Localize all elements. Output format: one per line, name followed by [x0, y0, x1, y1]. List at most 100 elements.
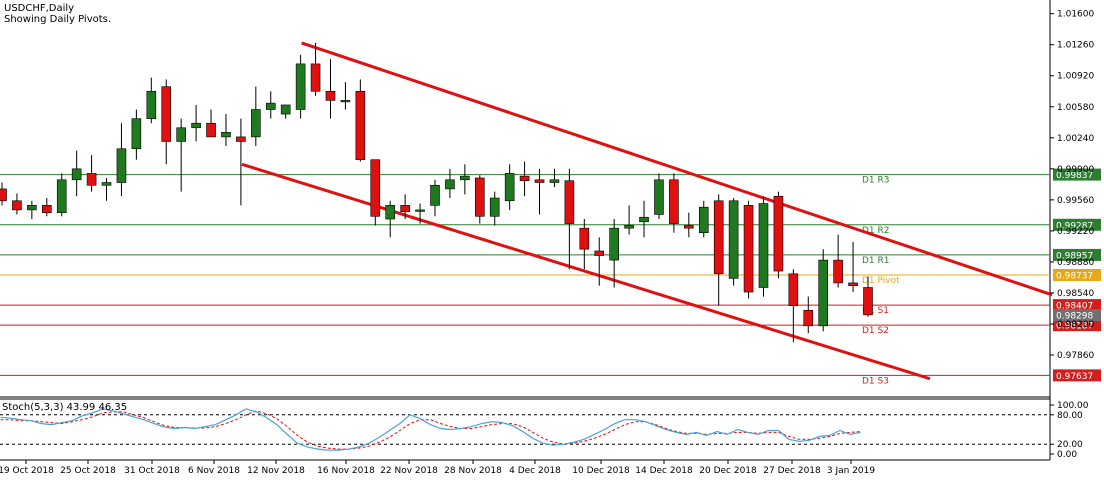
- bull-candle: [624, 225, 634, 229]
- time-tick-label: 27 Dec 2018: [763, 466, 821, 476]
- chart-symbol-title: USDCHF,Daily: [4, 3, 75, 14]
- bear-candle: [12, 200, 22, 211]
- bear-candle: [400, 205, 410, 213]
- pivot-lines: D1 R3 0.99837 D1 R2 0.99287 D1 R1 0.98957 D1 P…: [0, 168, 1101, 386]
- channel-lines: [241, 41, 1053, 381]
- time-tick-label: 14 Dec 2018: [635, 466, 693, 476]
- pivot-line-label: D1 Pivot: [862, 276, 900, 286]
- bear-candle: [534, 179, 545, 183]
- bear-candle: [86, 173, 97, 186]
- chart-pivots-subtitle: Showing Daily Pivots.: [4, 14, 112, 25]
- bull-candle: [340, 100, 351, 103]
- price-axis: 1.01600 1.01260 1.00920 1.00580 1.00240 0.999…: [1050, 10, 1094, 361]
- bull-candle: [146, 90, 157, 119]
- pivot-price-tag: [1053, 319, 1101, 332]
- bull-candle: [818, 259, 829, 327]
- time-tick-label: 12 Nov 2018: [247, 466, 305, 476]
- bull-candle: [265, 102, 276, 110]
- current-price-tag: [1053, 309, 1101, 322]
- bull-candle: [445, 179, 455, 190]
- pivot-line-label: D1 R2: [862, 226, 890, 236]
- bull-candle: [131, 118, 142, 150]
- bull-candle: [295, 63, 306, 110]
- pivot-price-tag: [1053, 268, 1101, 281]
- stoch-tick-label: 0.00: [1057, 450, 1077, 460]
- stoch-main-line: [0, 408, 861, 451]
- bear-candle: [0, 188, 7, 202]
- pivot-line-label: D1 S1: [862, 306, 889, 316]
- bull-candle: [176, 127, 186, 142]
- time-tick-label: 20 Dec 2018: [699, 466, 757, 476]
- stoch-tick-label: 20.00: [1057, 440, 1083, 450]
- bear-candle: [773, 195, 784, 272]
- bull-candle: [101, 182, 112, 186]
- bear-candle: [370, 159, 381, 217]
- bear-candle: [579, 227, 590, 250]
- bull-candle: [609, 227, 619, 261]
- time-axis: 19 Oct 2018 25 Oct 2018 31 Oct 2018 6 Nov 2…: [0, 460, 875, 476]
- price-tick-label: 1.01260: [1057, 41, 1094, 51]
- pivot-price-tag: [1053, 299, 1101, 312]
- bear-candle: [564, 180, 575, 224]
- time-tick-label: 25 Oct 2018: [60, 466, 116, 476]
- pivot-price-tag: [1053, 168, 1101, 181]
- bull-candle: [251, 109, 261, 138]
- bull-candle: [698, 206, 709, 234]
- price-tick-label: 0.98200: [1057, 320, 1094, 330]
- price-tick-label: 0.99560: [1057, 196, 1094, 206]
- bear-candle: [833, 259, 843, 284]
- time-tick-label: 22 Nov 2018: [380, 466, 438, 476]
- bear-candle: [684, 225, 694, 229]
- bear-candle: [310, 63, 321, 92]
- time-tick-label: 31 Oct 2018: [124, 466, 180, 476]
- bear-candle: [325, 90, 336, 101]
- pivot-line-label: D1 S3: [862, 376, 889, 386]
- bull-candle: [504, 173, 515, 202]
- bear-candle: [848, 282, 858, 286]
- price-tick-label: 1.00920: [1057, 72, 1094, 82]
- bull-candle: [221, 132, 231, 138]
- bull-candle: [71, 168, 82, 181]
- bear-candle: [41, 205, 52, 213]
- bear-candle: [594, 250, 605, 256]
- price-tick-label: 0.98540: [1057, 289, 1094, 299]
- pivot-price-tag-text: 0.99837: [1056, 171, 1093, 181]
- bull-candle: [728, 200, 739, 279]
- price-tick-label: 0.99220: [1057, 227, 1094, 237]
- bull-candle: [27, 205, 37, 211]
- bear-candle: [863, 287, 873, 316]
- bear-candle: [474, 177, 485, 217]
- pivot-line-label: D1 R3: [862, 176, 890, 186]
- bull-candle: [639, 216, 649, 223]
- price-tick-label: 1.00580: [1057, 103, 1094, 113]
- candles-layer: [0, 42, 873, 343]
- bull-candle: [385, 205, 396, 220]
- bear-candle: [743, 205, 754, 293]
- time-tick-label: 19 Oct 2018: [0, 466, 54, 476]
- bull-candle: [280, 104, 291, 115]
- pivot-price-tag: [1053, 248, 1101, 261]
- bull-candle: [430, 184, 440, 206]
- time-tick-label: 4 Dec 2018: [509, 466, 561, 476]
- stoch-tick-label: 100.00: [1057, 401, 1089, 411]
- time-tick-label: 6 Nov 2018: [188, 466, 240, 476]
- bear-candle: [355, 90, 366, 161]
- time-tick-label: 3 Jan 2019: [827, 466, 875, 476]
- bear-candle: [713, 200, 724, 275]
- price-tick-label: 0.98880: [1057, 258, 1094, 268]
- grid-layer: [0, 0, 1051, 461]
- bull-candle: [191, 122, 201, 129]
- pivot-price-tag: [1053, 369, 1101, 382]
- current-price-tag-text: 0.98298: [1056, 312, 1093, 322]
- bear-candle: [788, 273, 799, 307]
- bear-candle: [519, 175, 530, 182]
- time-tick-label: 16 Nov 2018: [317, 466, 375, 476]
- pivot-price-tag-text: 0.99287: [1056, 221, 1093, 231]
- stoch-tick-label: 80.00: [1057, 411, 1083, 421]
- bear-candle: [161, 86, 172, 142]
- bull-candle: [549, 179, 560, 183]
- bull-candle: [116, 148, 127, 183]
